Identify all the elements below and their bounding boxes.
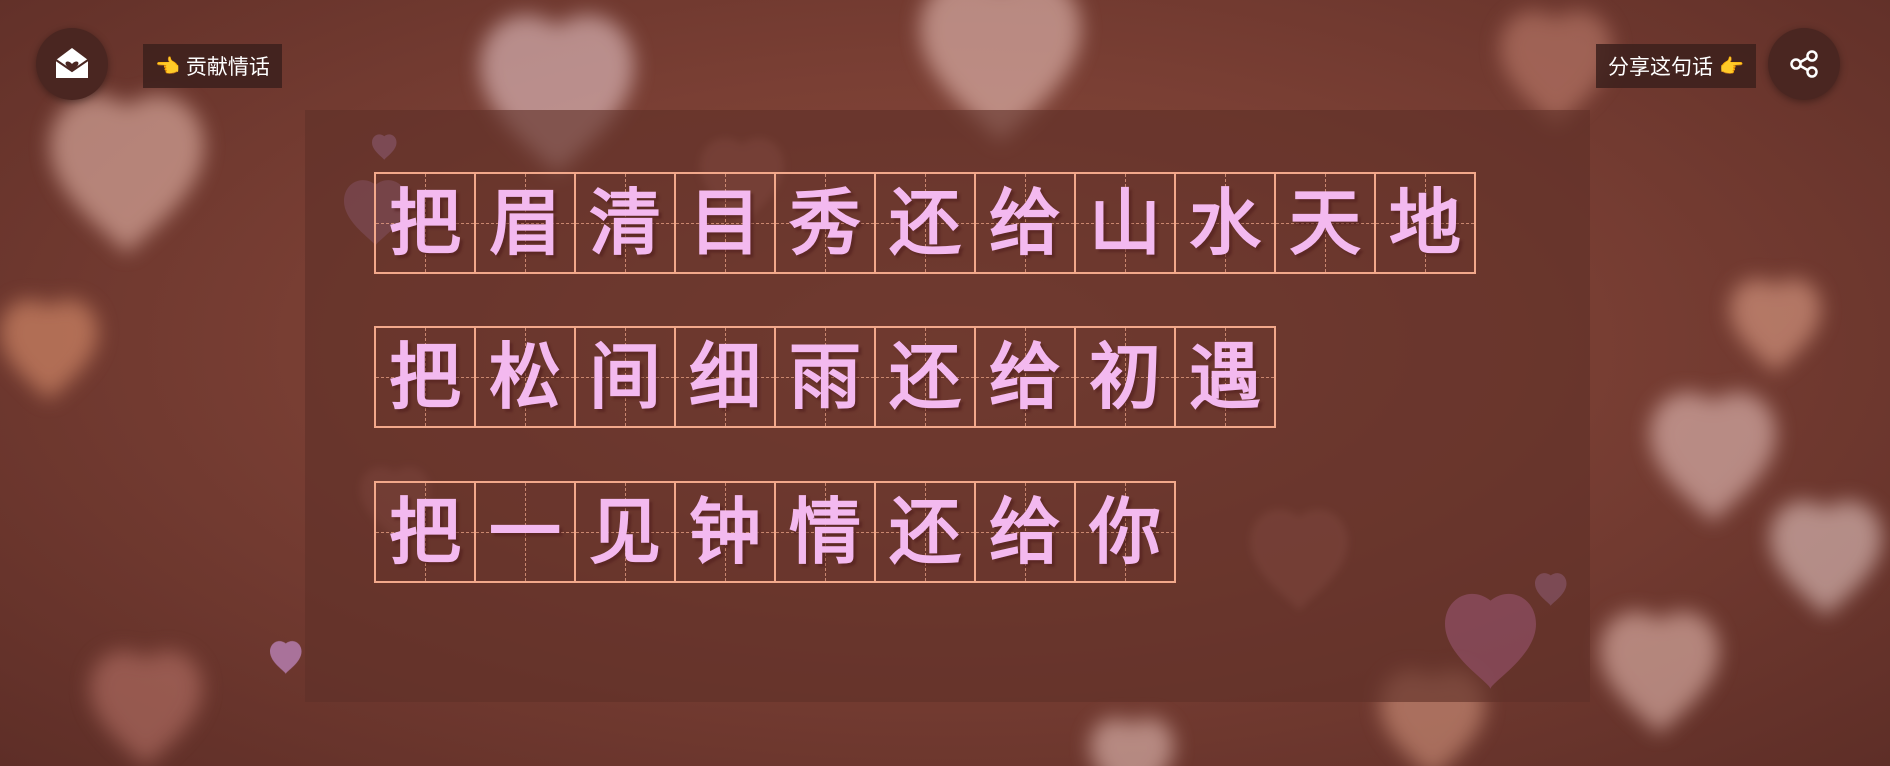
character-cell: 你 [1074,481,1176,583]
character-cell: 清 [574,172,676,274]
character: 把 [388,490,461,574]
character-cell: 给 [974,172,1076,274]
character-cell: 一 [474,481,576,583]
character: 见 [588,490,661,574]
character: 一 [488,490,561,574]
character: 把 [388,335,461,419]
share-sentence-button[interactable]: 分享这句话 👉 [1596,44,1756,88]
character: 还 [888,181,961,265]
character-cell: 把 [374,326,476,428]
character: 水 [1188,181,1261,265]
character: 给 [988,490,1061,574]
character-cell: 天 [1274,172,1376,274]
character: 天 [1288,181,1361,265]
quote-line-2: 把松间细雨还给初遇 [374,326,1276,428]
character: 还 [888,335,961,419]
character-cell: 把 [374,172,476,274]
character: 秀 [788,181,861,265]
character: 地 [1388,181,1461,265]
character: 清 [588,181,661,265]
character-cell: 把 [374,481,476,583]
share-button[interactable] [1768,28,1840,100]
pointing-hand-right-icon: 👉 [1719,54,1744,78]
character-cell: 间 [574,326,676,428]
character-cell: 见 [574,481,676,583]
quote-line-3: 把一见钟情还给你 [374,481,1176,583]
character-cell: 还 [874,326,976,428]
character-cell: 细 [674,326,776,428]
character: 目 [688,181,761,265]
character-cell: 地 [1374,172,1476,274]
character: 给 [988,335,1061,419]
character-cell: 目 [674,172,776,274]
character: 遇 [1188,335,1261,419]
quote-line-1: 把眉清目秀还给山水天地 [374,172,1476,274]
share-label: 分享这句话 [1608,55,1713,79]
character: 还 [888,490,961,574]
contribute-button[interactable]: 👈 贡献情话 [143,44,282,88]
contribute-label: 贡献情话 [185,55,270,79]
character: 情 [788,490,861,574]
mail-heart-icon [55,48,89,78]
character: 细 [688,335,761,419]
character-cell: 遇 [1174,326,1276,428]
character: 初 [1088,335,1161,419]
character: 把 [388,181,461,265]
character: 山 [1088,181,1161,265]
character-cell: 给 [974,326,1076,428]
share-icon [1790,50,1818,78]
character: 雨 [788,335,861,419]
character-cell: 还 [874,481,976,583]
character-cell: 给 [974,481,1076,583]
character-cell: 还 [874,172,976,274]
character-cell: 松 [474,326,576,428]
character-cell: 眉 [474,172,576,274]
character-cell: 雨 [774,326,876,428]
character: 松 [488,335,561,419]
character: 给 [988,181,1061,265]
character-cell: 秀 [774,172,876,274]
character: 钟 [688,490,761,574]
mail-button[interactable] [36,28,108,100]
character-cell: 水 [1174,172,1276,274]
character: 眉 [488,181,561,265]
character-cell: 钟 [674,481,776,583]
character: 你 [1088,490,1161,574]
pointing-hand-left-icon: 👈 [155,54,180,78]
character-cell: 山 [1074,172,1176,274]
character: 间 [588,335,661,419]
character-cell: 情 [774,481,876,583]
character-cell: 初 [1074,326,1176,428]
